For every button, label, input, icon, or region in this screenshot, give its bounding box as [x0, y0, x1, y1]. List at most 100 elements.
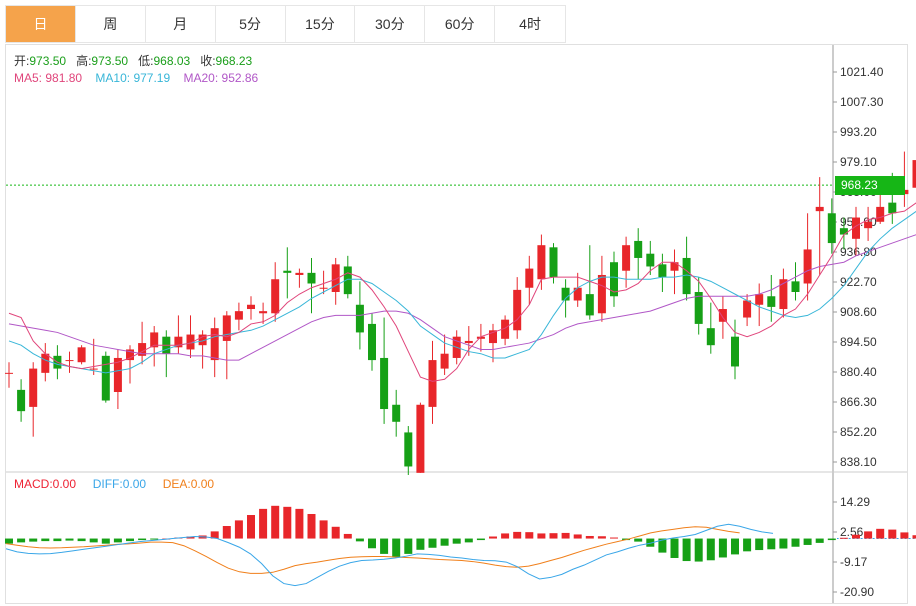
candle-body — [525, 268, 534, 288]
candle-body — [113, 357, 122, 392]
macd-bar — [610, 537, 618, 539]
macd-bar — [476, 538, 485, 541]
candle-body — [5, 372, 13, 374]
macd-bar — [694, 538, 703, 562]
tab-week[interactable]: 周 — [76, 6, 146, 42]
macd-bar — [561, 532, 570, 539]
macd-tick-label: -9.17 — [840, 555, 868, 569]
ma10-value: 977.19 — [133, 71, 171, 85]
candle-body — [464, 340, 473, 344]
ma20-line — [8, 234, 916, 361]
macd-tick-label: 14.29 — [840, 495, 870, 509]
macd-bar — [743, 538, 752, 552]
macd-bar — [65, 538, 74, 541]
tab-day[interactable]: 日 — [6, 6, 76, 42]
candle-body — [597, 274, 606, 314]
macd-bar — [138, 538, 147, 541]
macd-bar — [319, 520, 328, 539]
candle-body — [876, 206, 885, 222]
price-tick-label: 908.60 — [840, 305, 877, 319]
ma10-line — [8, 210, 916, 374]
macd-bar — [41, 538, 50, 542]
candle-body — [803, 249, 812, 284]
ma5-line — [8, 202, 916, 382]
macd-bar — [597, 536, 606, 539]
candle-body — [150, 332, 159, 348]
macd-bar — [912, 535, 916, 539]
macd-info: MACD:0.00 DIFF:0.00 DEA:0.00 — [14, 477, 214, 491]
chart-frame — [5, 44, 908, 604]
candle-body — [634, 240, 643, 258]
macd-bar — [489, 536, 497, 539]
macd-bar — [755, 538, 764, 551]
macd-bar — [295, 508, 304, 539]
macd-bar — [29, 538, 38, 542]
macd-bar — [247, 515, 255, 539]
macd-bar — [101, 538, 110, 544]
candle-body — [17, 389, 26, 412]
macd-bar — [343, 533, 352, 539]
macd-bar — [89, 538, 98, 543]
candle-body — [827, 213, 836, 244]
candle-body — [912, 160, 916, 188]
macd-bar — [53, 538, 62, 542]
macd-value: 0.00 — [52, 477, 77, 491]
macd-bar — [440, 538, 449, 546]
candle-body — [259, 311, 268, 314]
candle-body — [839, 228, 848, 235]
diff-line — [5, 523, 774, 587]
macd-bar — [646, 538, 655, 547]
candle-body — [489, 330, 497, 344]
low-value: 968.03 — [153, 54, 191, 68]
candle-body — [513, 289, 522, 331]
price-tick-label: 852.20 — [840, 425, 877, 439]
macd-bar — [634, 538, 643, 542]
candle-body — [174, 336, 183, 348]
tab-30min[interactable]: 30分 — [355, 6, 426, 42]
candle-body — [476, 336, 485, 339]
candle-body — [222, 315, 231, 341]
candle-body — [404, 432, 413, 467]
macd-bar — [839, 537, 848, 539]
candle-body — [319, 287, 328, 289]
candle-body — [610, 262, 618, 297]
candle-body — [743, 300, 752, 318]
ma20-value: 952.86 — [221, 71, 259, 85]
macd-bar — [706, 538, 715, 561]
macd-bar — [658, 538, 667, 553]
macd-bar — [77, 538, 86, 542]
ma-info: MA5: 981.80 MA10: 977.19 MA20: 952.86 — [14, 71, 258, 85]
candle-body — [549, 247, 558, 278]
candle-body — [864, 221, 873, 229]
price-tick-label: 866.30 — [840, 395, 877, 409]
tab-4hour[interactable]: 4时 — [519, 16, 541, 32]
macd-bar — [852, 534, 860, 539]
close-label: 收: — [200, 54, 216, 68]
tab-15min[interactable]: 15分 — [286, 6, 356, 42]
price-tick-label: 993.20 — [840, 125, 877, 139]
candle-body — [501, 319, 510, 339]
macd-bar — [210, 531, 219, 539]
candle-body — [198, 334, 207, 346]
candle-body — [573, 287, 582, 301]
dea-label: DEA: — [162, 477, 191, 491]
macd-bar — [549, 533, 558, 539]
tab-5min[interactable]: 5分 — [216, 6, 286, 42]
candle-body — [210, 328, 219, 361]
candle-body — [428, 360, 437, 407]
tab-month[interactable]: 月 — [146, 6, 216, 42]
candle-body — [89, 368, 98, 370]
tab-60min[interactable]: 60分 — [425, 6, 496, 42]
macd-bar — [718, 538, 727, 558]
macd-bar — [17, 538, 26, 543]
candle-body — [392, 404, 401, 422]
candle-body — [755, 294, 764, 305]
macd-bar — [259, 508, 268, 539]
macd-bar — [404, 538, 413, 554]
candle-body — [706, 328, 715, 346]
macd-bar — [5, 538, 13, 544]
candle-body — [791, 281, 800, 292]
macd-bar — [815, 538, 824, 543]
macd-bar — [416, 538, 425, 550]
